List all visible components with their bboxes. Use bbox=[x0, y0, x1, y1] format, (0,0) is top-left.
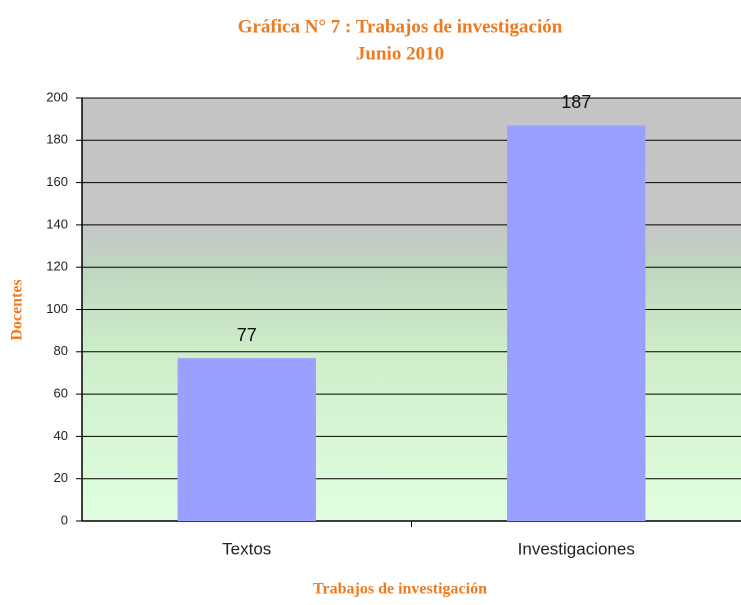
value-label: 77 bbox=[237, 325, 257, 345]
x-tick-label: Textos bbox=[222, 539, 271, 558]
y-tick-label: 120 bbox=[46, 259, 68, 274]
chart-title: Gráfica N° 7 : Trabajos de investigación bbox=[238, 16, 563, 37]
y-tick-label: 40 bbox=[54, 428, 68, 443]
y-axis-label: Docentes bbox=[9, 279, 26, 340]
bar bbox=[177, 358, 316, 521]
bar bbox=[507, 125, 646, 522]
y-tick-label: 200 bbox=[46, 89, 68, 104]
y-tick-label: 180 bbox=[46, 132, 68, 147]
y-tick-label: 160 bbox=[46, 174, 68, 189]
x-axis-label: Trabajos de investigación bbox=[313, 581, 487, 598]
y-tick-label: 80 bbox=[54, 343, 68, 358]
x-tick-label: Investigaciones bbox=[518, 539, 635, 558]
chart-subtitle: Junio 2010 bbox=[356, 43, 444, 64]
value-label: 187 bbox=[561, 92, 591, 112]
y-tick-label: 20 bbox=[54, 470, 68, 485]
y-tick-label: 60 bbox=[54, 386, 68, 401]
y-tick-label: 140 bbox=[46, 216, 68, 231]
y-tick-label: 0 bbox=[61, 512, 68, 527]
y-tick-label: 100 bbox=[46, 301, 68, 316]
